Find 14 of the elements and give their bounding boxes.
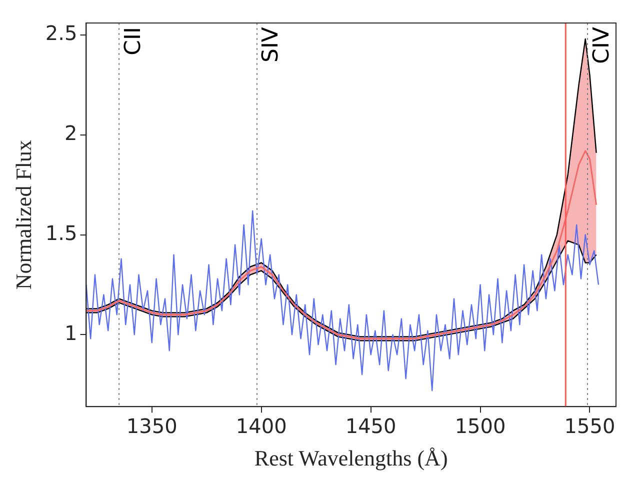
x-axis-title: Rest Wavelengths (Å) <box>254 446 448 471</box>
y-axis-title: Normalized Flux <box>10 140 36 290</box>
ref-line-label: SIV <box>258 27 284 63</box>
y-tick-label: 2 <box>64 121 78 146</box>
x-tick-label: 1550 <box>564 414 616 438</box>
x-tick-label: 1350 <box>126 414 178 438</box>
x-tick-label: 1500 <box>454 414 506 438</box>
y-tick-label: 2.5 <box>45 21 78 46</box>
ref-line-label: CIV <box>589 27 614 64</box>
y-tick-label: 1.5 <box>45 220 78 245</box>
x-tick-label: 1450 <box>345 414 396 438</box>
x-tick-label: 1400 <box>236 414 287 438</box>
y-tick-label: 1 <box>64 320 78 345</box>
ref-line-label: CII <box>120 27 146 56</box>
